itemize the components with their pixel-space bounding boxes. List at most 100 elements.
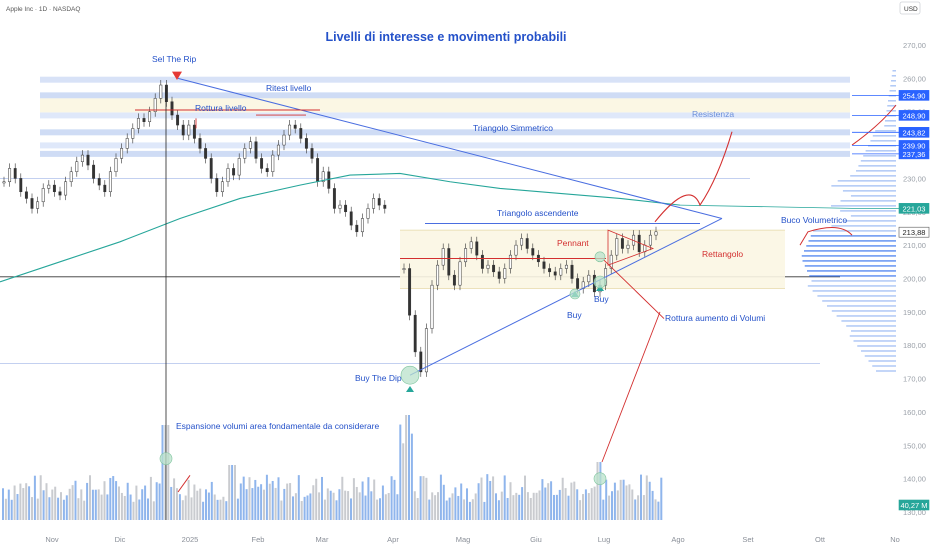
x-tick-label: Ott [815,535,826,544]
volume-bar [271,480,274,520]
volume-bar [419,476,422,520]
candle-body [114,158,118,173]
moving-average-ext [679,204,853,209]
candle-body [508,254,512,269]
annotation-ritest: Ritest livello [266,83,312,93]
volume-bar [141,489,144,520]
volume-bar [190,497,193,520]
volume-bar [602,499,605,520]
volume-bar [541,479,544,520]
volume-bar [147,498,149,520]
volume-bar [434,495,437,520]
candle-body [525,238,529,249]
volume-bar [36,498,39,520]
volume-bar [413,491,416,520]
volume-bar [387,493,390,520]
candle-body [570,264,574,279]
volume-bar [497,500,500,520]
highlight-circle [400,365,420,385]
volume-bar [48,497,51,520]
candle-body [520,238,524,246]
volume-bar [207,492,210,520]
volume-bar [515,492,518,520]
candle-body [377,198,381,206]
price-tag-label: 213,88 [903,228,926,237]
x-tick-label: Feb [252,535,265,544]
volume-bar [352,478,355,520]
volume-bar [376,499,379,520]
volume-bar [312,485,315,520]
volume-profile-bar [889,90,896,92]
volume-bar [222,496,225,520]
volume-bar [576,489,579,520]
volume-bar [178,494,181,520]
volume-bar [532,492,535,520]
volume-bar [393,479,396,520]
candle-body [148,111,152,122]
x-tick-label: 2025 [182,535,199,544]
volume-bar [248,477,251,520]
volume-profile-bar [861,350,896,352]
volume-profile-bar [836,315,896,317]
volume-bar [596,462,599,520]
volume-bar [451,493,454,520]
volume-bar [161,425,164,520]
volume-bar [25,483,28,520]
volume-bar [634,499,637,520]
volume-profile-bar [860,160,896,162]
candle-body [452,274,456,286]
volume-bar [321,476,323,520]
candle-body [542,261,546,269]
candle-body [469,241,473,249]
volume-bar [379,498,381,520]
volume-bar [410,433,413,520]
highlight-circle [594,251,606,263]
resistance-fill [40,98,850,113]
volume-bar [112,476,115,520]
volume-bar [74,480,77,520]
volume-profile-bar [888,100,896,102]
level-band [40,142,850,149]
candle-body [321,171,325,183]
volume-bar [158,483,161,520]
candle-body [288,124,292,136]
y-tick-label: 190,00 [903,308,926,317]
volume-profile-bar [840,210,896,212]
zones [400,229,785,289]
volume-bar [625,485,628,520]
volume-bar [4,498,7,520]
volume-bar [538,490,541,520]
volume-bar [228,465,231,520]
candle-body [424,328,428,373]
price-tag-label: 221,03 [903,204,926,213]
currency-button[interactable]: USD [899,1,921,15]
volume-bar [408,415,410,520]
annotation-rottura: Rottura livello [195,103,247,113]
candle-body [209,158,213,179]
volume-bar [173,478,176,520]
candle-body [125,138,129,149]
candle-body [58,191,62,196]
volume-bar [28,486,31,520]
volume-bar [431,492,434,520]
volume-bar [7,489,10,520]
volume-bar [506,497,509,520]
volume-profile-bar [804,265,896,267]
volume-bar [144,485,147,520]
volume-bar [599,462,602,520]
x-tick-label: Ago [671,535,684,544]
volume-profile-bar [885,115,896,117]
volume-profile-bar [885,120,896,122]
volume-bar [257,486,260,520]
candle-body [531,248,535,256]
volume-bar [231,465,234,520]
volume-bar [286,483,289,520]
volume-bar [567,495,570,520]
volume-profile-bar [809,275,896,277]
volume-profile-bar [876,370,896,372]
volume-profile-bar [801,255,896,257]
volume-bar [306,495,309,520]
volume-bar [422,476,425,520]
candle-body [548,268,552,273]
